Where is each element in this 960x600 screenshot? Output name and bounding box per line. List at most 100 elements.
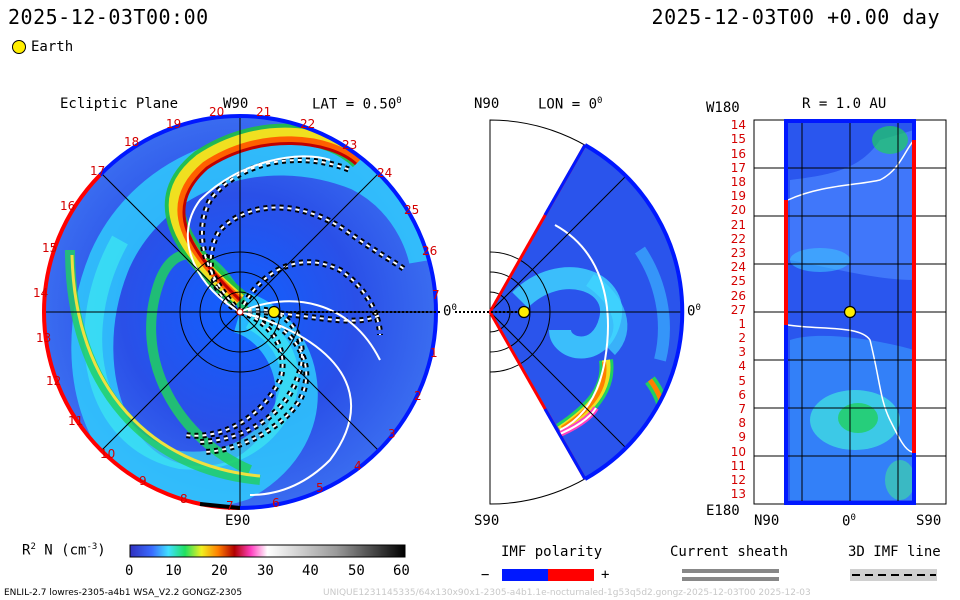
ecliptic-top-label: W90 (223, 96, 249, 112)
svg-text:6: 6 (272, 496, 280, 510)
ecliptic-bottom-label: E90 (225, 513, 251, 529)
svg-text:1: 1 (430, 346, 438, 360)
colorbar-tick-40: 40 (302, 563, 319, 579)
meridional-left-label: 00 (443, 303, 457, 320)
svg-text:3: 3 (738, 345, 746, 359)
elapsed-time: 2025-12-03T00 +0.00 day (651, 5, 940, 29)
meridional-right-label: 00 (687, 303, 701, 320)
svg-text:5: 5 (738, 374, 746, 388)
imf-minus-label: − (481, 567, 490, 583)
svg-text:2: 2 (738, 331, 746, 345)
colorbar-tick-10: 10 (165, 563, 182, 579)
colorbar-tick-20: 20 (211, 563, 228, 579)
ecliptic-sector-numbers: 17 18 19 20 21 22 23 24 25 26 7 1 2 3 4 … (33, 105, 440, 513)
lon-label: LON = 00 (538, 96, 603, 113)
svg-text:22: 22 (731, 232, 746, 246)
svg-text:15: 15 (731, 132, 746, 146)
model-info: ENLIL-2.7 lowres-2305-a4b1 WSA_V2.2 GONG… (4, 588, 243, 598)
ecliptic-title: Ecliptic Plane (60, 96, 179, 112)
svg-text:7: 7 (432, 288, 440, 302)
svg-text:2: 2 (414, 389, 422, 403)
svg-text:16: 16 (60, 199, 75, 213)
earth-meridional-icon (517, 305, 531, 319)
radial-bottom-zero: 00 (842, 513, 856, 530)
colorbar-label: R2 N (cm-3) (22, 542, 106, 559)
earth-legend-label: Earth (31, 39, 74, 55)
svg-text:4: 4 (354, 459, 362, 473)
earth-ecliptic-icon (267, 305, 281, 319)
svg-text:14: 14 (33, 286, 48, 300)
svg-text:5: 5 (316, 481, 324, 495)
svg-text:21: 21 (731, 218, 746, 232)
svg-text:23: 23 (731, 246, 746, 260)
svg-text:18: 18 (731, 175, 746, 189)
radial-bottom-s90: S90 (916, 513, 942, 529)
radial-r-label: R = 1.0 AU (802, 96, 887, 112)
svg-text:18: 18 (124, 135, 139, 149)
svg-text:26: 26 (731, 289, 746, 303)
meridional-plane-plot (455, 119, 685, 505)
svg-text:24: 24 (377, 166, 392, 180)
density-colorbar (129, 544, 406, 558)
svg-text:10: 10 (731, 445, 746, 459)
svg-text:16: 16 (731, 147, 746, 161)
svg-text:20: 20 (209, 105, 224, 119)
colorbar-tick-0: 0 (125, 563, 134, 579)
svg-text:4: 4 (738, 359, 746, 373)
svg-text:8: 8 (180, 492, 188, 506)
svg-text:1: 1 (738, 317, 746, 331)
svg-text:15: 15 (42, 241, 57, 255)
imf-line-swatch (850, 569, 937, 581)
svg-text:13: 13 (36, 331, 51, 345)
svg-text:14: 14 (731, 118, 746, 132)
meridional-bottom-label: S90 (474, 513, 500, 529)
imf-polarity-title: IMF polarity (501, 544, 603, 560)
svg-text:10: 10 (100, 447, 115, 461)
earth-marker-icon (12, 40, 26, 54)
colorbar-tick-50: 50 (348, 563, 365, 579)
svg-text:11: 11 (68, 414, 83, 428)
svg-text:11: 11 (731, 459, 746, 473)
svg-text:24: 24 (731, 260, 746, 274)
svg-text:17: 17 (731, 161, 746, 175)
start-time: 2025-12-03T00:00 (8, 5, 209, 29)
current-sheath-title: Current sheath (670, 544, 789, 560)
lat-label: LAT = 0.500 (312, 96, 402, 113)
imf-positive-swatch (548, 569, 594, 581)
radial-bottom-left-label: E180 (706, 503, 740, 519)
earth-radial-icon (843, 305, 857, 319)
imf-line-title: 3D IMF line (848, 544, 941, 560)
colorbar-tick-60: 60 (393, 563, 410, 579)
radial-bottom-n90: N90 (754, 513, 780, 529)
svg-text:21: 21 (256, 105, 271, 119)
svg-text:22: 22 (300, 117, 315, 131)
svg-text:9: 9 (139, 474, 147, 488)
svg-text:9: 9 (738, 430, 746, 444)
radial-surface-plot (753, 119, 947, 505)
svg-text:20: 20 (731, 203, 746, 217)
svg-text:23: 23 (342, 138, 357, 152)
svg-text:26: 26 (422, 244, 437, 258)
ecliptic-plane-plot (42, 114, 440, 510)
svg-text:17: 17 (90, 164, 105, 178)
svg-text:12: 12 (731, 473, 746, 487)
svg-text:27: 27 (731, 303, 746, 317)
imf-negative-swatch (502, 569, 548, 581)
svg-text:25: 25 (404, 203, 419, 217)
svg-text:19: 19 (731, 189, 746, 203)
meridional-top-label: N90 (474, 96, 500, 112)
svg-text:7: 7 (738, 402, 746, 416)
svg-text:8: 8 (738, 416, 746, 430)
radial-y-ticks: 14 15 16 17 18 19 20 21 22 23 24 25 26 2… (731, 118, 746, 501)
imf-plus-label: + (601, 567, 610, 583)
svg-text:7: 7 (226, 499, 234, 513)
svg-text:3: 3 (388, 427, 396, 441)
svg-text:12: 12 (46, 374, 61, 388)
svg-text:19: 19 (166, 117, 181, 131)
colorbar-tick-30: 30 (257, 563, 274, 579)
radial-top-left-label: W180 (706, 100, 740, 116)
svg-text:25: 25 (731, 274, 746, 288)
svg-text:13: 13 (731, 487, 746, 501)
current-sheath-swatch (682, 569, 779, 581)
